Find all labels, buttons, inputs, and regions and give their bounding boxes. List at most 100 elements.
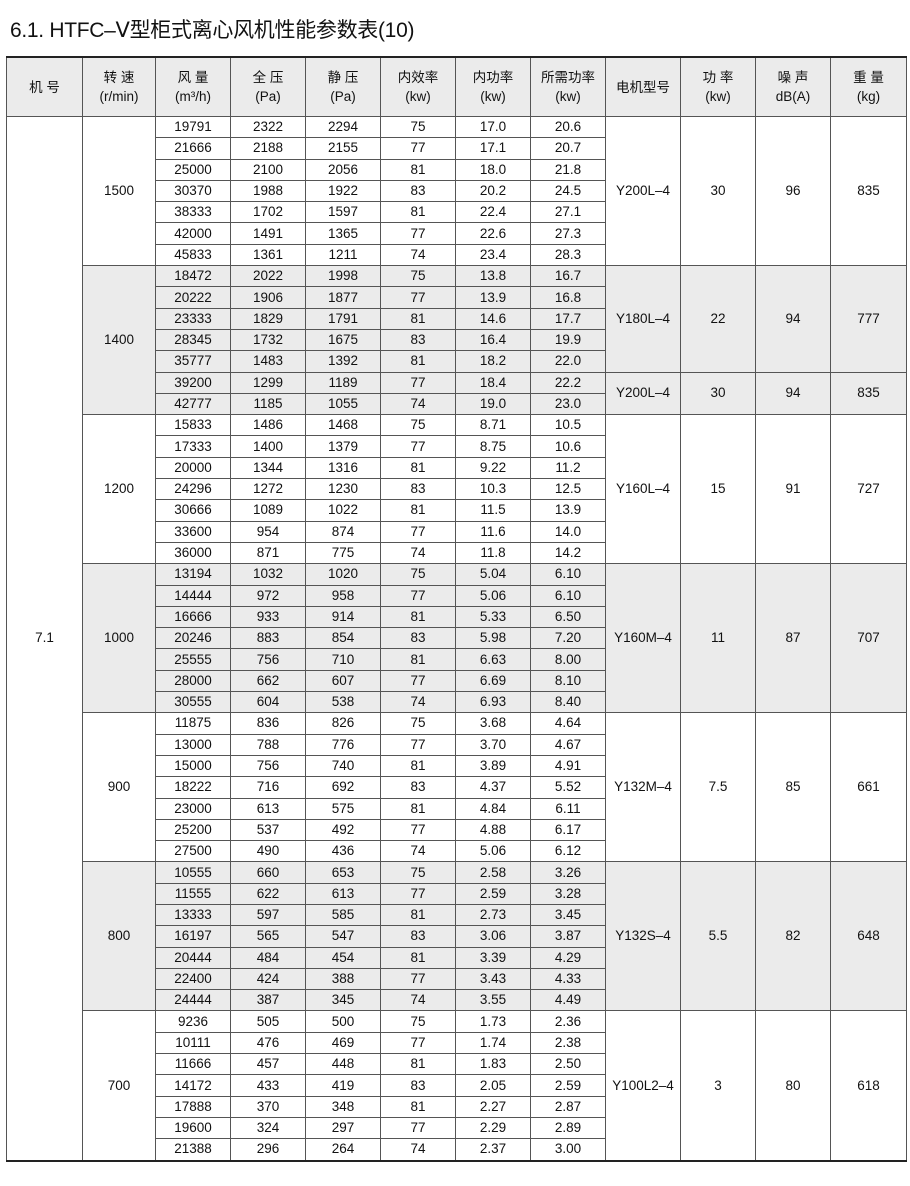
data-cell: 660 — [230, 861, 306, 884]
data-cell: 826 — [305, 712, 381, 735]
data-cell: 77 — [380, 669, 456, 693]
data-cell: 13.9 — [455, 286, 531, 309]
data-cell: 18.0 — [455, 158, 531, 181]
data-cell: 83 — [380, 179, 456, 203]
data-cell: 75 — [380, 265, 456, 288]
data-cell: 15833 — [155, 414, 231, 437]
data-cell: 20000 — [155, 456, 231, 480]
data-cell: 419 — [305, 1074, 381, 1097]
data-cell: 13.9 — [530, 499, 606, 522]
data-cell: 7.20 — [530, 627, 606, 650]
motor-model-cell: Y180L–4 — [605, 265, 681, 373]
data-cell: 75 — [380, 115, 456, 139]
data-cell: 1.83 — [455, 1053, 531, 1076]
data-cell: 500 — [305, 1010, 381, 1033]
data-cell: 19791 — [155, 115, 231, 139]
table-row: 11555 622 613 77 2.59 3.28 — [7, 882, 907, 905]
data-cell: 22.2 — [530, 371, 606, 394]
header-row: 机 号 转 速 (r/min) 风 量 (m³/h) 全 压 (Pa) 静 压 (Pa) 内效率 (… — [6, 56, 907, 117]
data-cell: 77 — [380, 286, 456, 309]
data-cell: 547 — [305, 925, 381, 948]
data-cell: 81 — [380, 201, 456, 224]
data-cell: 10555 — [155, 861, 231, 884]
data-cell: 14172 — [155, 1074, 231, 1097]
data-cell: 756 — [230, 754, 306, 778]
data-cell: 77 — [380, 882, 456, 905]
motor-weight-cell: 618 — [830, 1010, 907, 1162]
data-cell: 613 — [305, 882, 381, 905]
motor-noise-cell: 91 — [755, 414, 831, 565]
data-cell: 662 — [230, 669, 306, 693]
data-cell: 1491 — [230, 222, 306, 245]
motor-noise-cell: 80 — [755, 1010, 831, 1162]
data-cell: 22.6 — [455, 222, 531, 245]
data-cell: 75 — [380, 712, 456, 735]
data-cell: 21388 — [155, 1138, 231, 1162]
data-cell: 81 — [380, 605, 456, 629]
data-cell: 24.5 — [530, 179, 606, 203]
motor-weight-cell: 707 — [830, 563, 907, 714]
data-cell: 77 — [380, 1116, 456, 1140]
data-cell: 469 — [305, 1031, 381, 1055]
data-cell: 2.27 — [455, 1095, 531, 1118]
motor-weight-cell: 835 — [830, 115, 907, 267]
data-cell: 30370 — [155, 179, 231, 203]
header-unit: (kw) — [705, 89, 731, 104]
header-unit: (m³/h) — [175, 89, 211, 104]
header-label: 电机型号 — [616, 79, 670, 95]
header-label: 所需功率 — [541, 70, 595, 85]
data-cell: 36000 — [155, 541, 231, 565]
table-row: 39200 1299 1189 77 18.4 22.2 Y200L–4 30 94 835 — [7, 371, 907, 416]
data-cell: 1022 — [305, 499, 381, 522]
data-cell: 2.58 — [455, 861, 531, 884]
data-cell: 1344 — [230, 456, 306, 480]
header-label: 风 量 — [177, 70, 209, 85]
data-cell: 77 — [380, 733, 456, 756]
data-cell: 33600 — [155, 520, 231, 543]
data-cell: 8.10 — [530, 669, 606, 693]
data-cell: 81 — [380, 1095, 456, 1118]
data-cell: 4.84 — [455, 797, 531, 820]
motor-model-cell: Y132S–4 — [605, 861, 681, 1012]
data-cell: 11.6 — [455, 520, 531, 543]
header-cell: 重 量 (kg) — [830, 56, 907, 117]
data-cell: 16.8 — [530, 286, 606, 309]
data-cell: 4.91 — [530, 754, 606, 778]
data-cell: 81 — [380, 946, 456, 969]
table-row: 28345 1732 1675 83 16.4 19.9 — [7, 328, 907, 352]
data-cell: 24296 — [155, 478, 231, 501]
data-cell: 2188 — [230, 137, 306, 160]
data-cell: 11666 — [155, 1053, 231, 1076]
data-cell: 74 — [380, 1138, 456, 1162]
data-cell: 776 — [305, 733, 381, 756]
data-cell: 74 — [380, 392, 456, 416]
data-cell: 954 — [230, 520, 306, 543]
data-cell: 81 — [380, 754, 456, 778]
data-cell: 1392 — [305, 350, 381, 373]
data-cell: 1468 — [305, 414, 381, 437]
data-cell: 22.0 — [530, 350, 606, 373]
data-cell: 6.63 — [455, 648, 531, 671]
data-cell: 74 — [380, 840, 456, 863]
data-cell: 1.73 — [455, 1010, 531, 1033]
data-cell: 2.59 — [455, 882, 531, 905]
data-cell: 1732 — [230, 328, 306, 352]
data-cell: 3.70 — [455, 733, 531, 756]
data-cell: 74 — [380, 243, 456, 267]
data-cell: 17.0 — [455, 115, 531, 139]
table-row: 21666 2188 2155 77 17.1 20.7 — [7, 137, 907, 160]
motor-noise-cell: 85 — [755, 712, 831, 863]
table-row: 800 10555 660 653 75 2.58 3.26 Y132S–4 5.5 82 648 — [7, 861, 907, 1012]
motor-power-cell: 15 — [680, 414, 756, 565]
data-cell: 14.2 — [530, 541, 606, 565]
data-cell: 23.0 — [530, 392, 606, 416]
data-cell: 370 — [230, 1095, 306, 1118]
table-row: 7.1 1500 19791 2322 2294 75 17.0 20.6 Y200L–4 30 9… — [6, 115, 907, 1162]
data-cell: 81 — [380, 499, 456, 522]
header-cell: 内功率 (kw) — [455, 56, 531, 117]
header-unit: (r/min) — [99, 89, 139, 104]
data-cell: 296 — [230, 1138, 306, 1162]
data-cell: 2.36 — [530, 1010, 606, 1033]
data-cell: 39200 — [155, 371, 231, 394]
speed-cell: 1200 — [82, 414, 156, 565]
